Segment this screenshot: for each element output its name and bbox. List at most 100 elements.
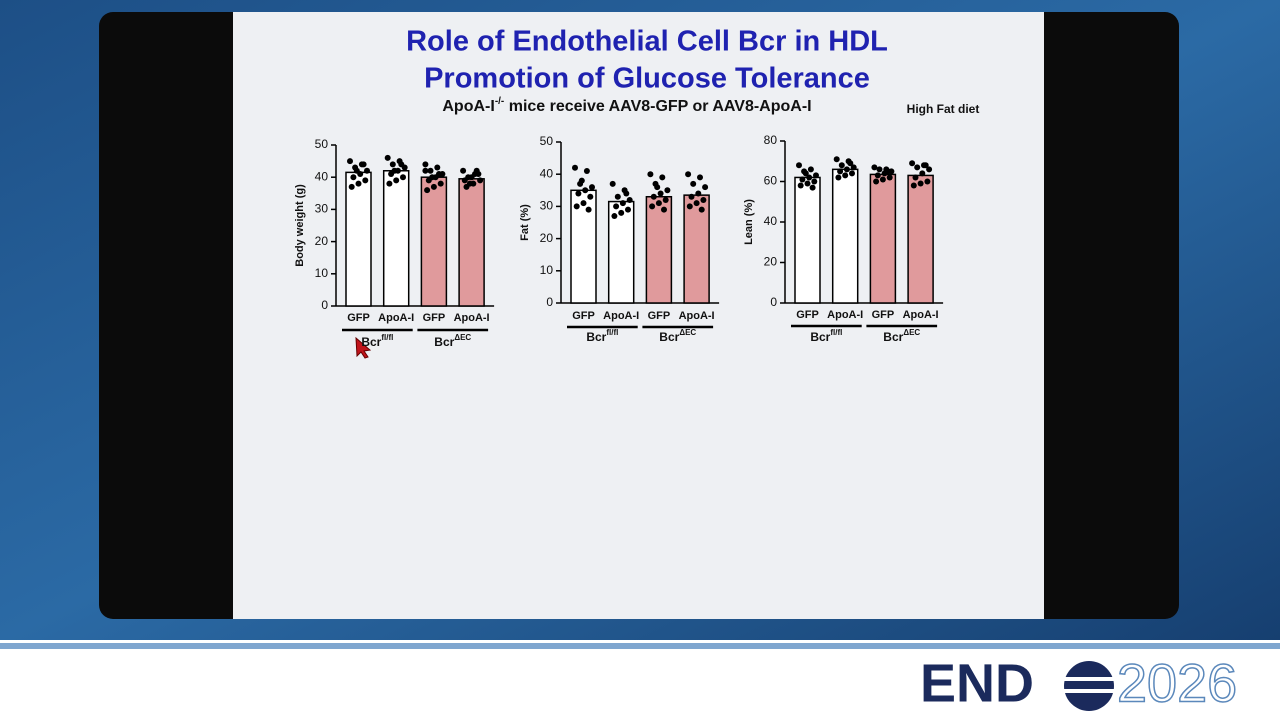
- data-point: [809, 184, 816, 191]
- note: High Fat diet: [907, 102, 980, 116]
- data-point: [685, 171, 692, 178]
- bar: [645, 195, 673, 304]
- y-tick-label: 80: [764, 133, 778, 147]
- data-point: [917, 180, 924, 187]
- data-point: [876, 166, 883, 173]
- bar: [382, 170, 410, 307]
- data-point: [623, 190, 630, 197]
- data-point: [618, 209, 625, 216]
- group-label: Bcrfl/fl: [586, 328, 618, 344]
- data-point: [461, 177, 468, 184]
- data-point: [797, 182, 804, 189]
- data-point: [688, 193, 695, 200]
- subtitle-sup: -/-: [495, 96, 504, 107]
- data-point: [804, 180, 811, 187]
- x-tick-label: GFP: [796, 309, 819, 321]
- data-point: [697, 174, 703, 181]
- data-point: [833, 156, 840, 163]
- data-point: [393, 177, 400, 184]
- data-point: [364, 167, 370, 174]
- data-point: [806, 174, 813, 181]
- data-point: [353, 167, 360, 174]
- group-label-base: Bcr: [883, 330, 903, 344]
- y-tick-label: 0: [321, 298, 328, 312]
- cursor: [355, 336, 372, 359]
- data-point: [422, 161, 429, 168]
- data-point: [850, 164, 857, 171]
- data-point: [473, 167, 480, 174]
- group-label: Bcrfl/fl: [810, 328, 842, 344]
- y-tick-label: 20: [540, 231, 554, 245]
- slide: [233, 12, 1044, 619]
- data-point: [885, 168, 891, 175]
- data-point: [355, 180, 362, 187]
- logo-globe: [1064, 661, 1114, 711]
- data-point: [611, 213, 618, 220]
- data-point: [835, 174, 842, 181]
- data-point: [702, 184, 709, 191]
- data-point: [811, 178, 818, 185]
- y-axis-label: Fat (%): [519, 204, 531, 241]
- x-tick-label: ApoA-I: [679, 310, 715, 322]
- bar: [420, 176, 448, 307]
- group-label: BcrΔEC: [883, 328, 920, 344]
- bar: [458, 178, 485, 307]
- group-label-sup: ΔEC: [679, 328, 696, 337]
- data-point: [690, 180, 697, 187]
- data-point: [926, 166, 933, 173]
- bar: [869, 173, 897, 304]
- bar: [907, 174, 934, 304]
- data-point: [582, 187, 589, 194]
- subtitle-text: mice receive AAV8-GFP or AAV8-ApoA-I: [504, 98, 811, 115]
- data-point: [386, 180, 393, 187]
- data-point: [843, 166, 850, 173]
- data-point: [347, 158, 353, 165]
- data-point: [619, 200, 626, 207]
- data-point: [350, 174, 357, 181]
- y-tick-label: 60: [764, 174, 778, 188]
- data-point: [650, 193, 657, 200]
- data-point: [654, 184, 661, 191]
- y-tick-label: 20: [764, 255, 778, 269]
- group-label-sup: ΔEC: [454, 333, 471, 342]
- data-point: [698, 206, 705, 213]
- group-label-sup: fl/fl: [830, 328, 842, 337]
- data-point: [847, 160, 854, 167]
- y-tick-label: 20: [315, 234, 329, 248]
- data-point: [466, 180, 473, 187]
- data-point: [572, 164, 578, 171]
- data-point: [659, 174, 666, 181]
- bar: [570, 189, 597, 304]
- group-label: BcrΔEC: [434, 333, 471, 349]
- y-tick-label: 10: [315, 266, 329, 280]
- data-point: [849, 170, 855, 177]
- data-point: [664, 187, 671, 194]
- data-point: [661, 206, 667, 213]
- y-tick-label: 30: [315, 202, 329, 216]
- x-tick-label: GFP: [872, 309, 895, 321]
- data-point: [362, 177, 369, 184]
- x-tick-label: ApoA-I: [378, 312, 414, 324]
- y-axis-label: Lean (%): [743, 199, 755, 245]
- y-tick-label: 40: [540, 166, 554, 180]
- footer-rule: [0, 643, 1280, 649]
- data-point: [886, 174, 893, 181]
- data-point: [873, 178, 880, 185]
- data-point: [391, 167, 398, 174]
- group-label-base: Bcr: [434, 335, 454, 349]
- data-point: [434, 164, 441, 171]
- y-tick-label: 40: [315, 169, 329, 183]
- data-point: [813, 172, 819, 179]
- data-point: [695, 190, 702, 197]
- y-tick-label: 50: [540, 134, 554, 148]
- data-point: [625, 206, 631, 213]
- data-point: [609, 180, 616, 187]
- data-point: [647, 171, 654, 178]
- logo-right: 2026: [1117, 653, 1237, 713]
- y-tick-label: 40: [764, 214, 778, 228]
- data-point: [424, 187, 431, 194]
- data-point: [436, 170, 442, 177]
- y-tick-label: 10: [540, 263, 554, 277]
- x-tick-label: ApoA-I: [454, 312, 490, 324]
- bar: [683, 194, 710, 304]
